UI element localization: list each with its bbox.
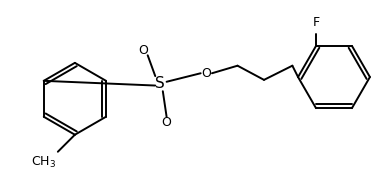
Text: S: S: [155, 76, 165, 91]
Text: O: O: [138, 44, 148, 57]
Text: CH$_3$: CH$_3$: [31, 155, 56, 170]
Text: F: F: [312, 16, 320, 29]
Text: O: O: [202, 67, 211, 80]
Text: O: O: [162, 116, 172, 129]
